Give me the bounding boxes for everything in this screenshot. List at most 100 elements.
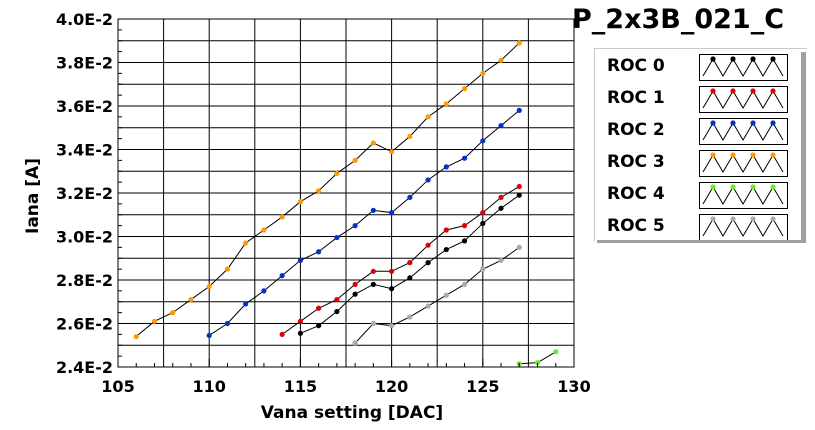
x-tick-labels: 105 110 115 120 125 130 (101, 377, 590, 396)
data-point (297, 318, 303, 324)
data-point (316, 323, 322, 329)
data-point (370, 320, 376, 327)
legend-swatch-marker (770, 88, 776, 94)
legend-swatch-line (702, 90, 784, 109)
data-point (498, 122, 504, 129)
data-point (389, 149, 395, 155)
data-point (370, 268, 376, 274)
data-point (516, 183, 522, 190)
series-roc-3 (133, 40, 522, 340)
data-point (261, 227, 267, 233)
legend-swatch (699, 54, 788, 81)
data-point (461, 238, 468, 244)
legend-label: ROC 4 (607, 184, 665, 204)
series-roc-2 (206, 107, 522, 339)
legend-swatch-marker (710, 152, 716, 158)
data-point (407, 260, 413, 266)
data-point (297, 257, 303, 264)
data-point (407, 133, 413, 140)
y-tick-label: 2.8E-2 (56, 271, 113, 290)
legend-label: ROC 3 (607, 152, 665, 172)
legend-swatch-marker (770, 216, 776, 222)
series-line (135, 42, 520, 337)
data-point (425, 177, 431, 183)
legend-swatch-marker (730, 152, 736, 158)
data-point (370, 207, 376, 213)
legend-swatch-marker (770, 152, 776, 158)
legend-entry: ROC 1 (595, 83, 800, 113)
legend-entry: ROC 0 (595, 51, 800, 81)
legend-swatch-marker (710, 88, 716, 94)
data-point (516, 244, 522, 250)
legend-label: ROC 5 (607, 216, 665, 236)
data-point (133, 333, 139, 340)
data-point (334, 308, 340, 315)
data-point (516, 40, 522, 46)
data-point (389, 268, 395, 274)
data-point (352, 291, 358, 297)
data-point (334, 170, 340, 177)
data-point (261, 288, 267, 294)
x-tick-label: 115 (284, 377, 317, 396)
legend-swatch-marker (730, 56, 736, 62)
legend-swatch-line (702, 154, 784, 173)
data-point (480, 70, 486, 76)
legend-label: ROC 2 (607, 120, 665, 140)
legend-swatch-marker (770, 56, 776, 62)
tick-marks (117, 18, 575, 368)
data-point (188, 296, 194, 303)
data-point (443, 246, 449, 253)
data-point (498, 205, 504, 211)
legend-swatch-marker (750, 56, 756, 62)
series-line (281, 186, 520, 335)
data-point (480, 209, 486, 216)
series-line (208, 109, 520, 336)
data-point (480, 266, 486, 272)
y-tick-label: 3.2E-2 (56, 184, 113, 203)
series-roc-0 (297, 192, 522, 336)
legend-swatch (699, 214, 788, 241)
data-point (461, 281, 468, 287)
y-tick-labels: 2.4E-2 2.6E-2 2.8E-2 3.0E-2 3.2E-2 3.4E-2 3.6E… (56, 10, 113, 377)
data-point (389, 323, 395, 329)
data-point (480, 138, 486, 144)
data-point (480, 220, 486, 227)
data-point (170, 310, 176, 316)
y-tick-label: 3.6E-2 (56, 97, 113, 116)
data-point (516, 107, 522, 113)
data-point (425, 114, 431, 120)
y-tick-label: 3.0E-2 (56, 228, 113, 247)
data-point (443, 227, 449, 233)
legend-swatch-marker (710, 56, 716, 62)
legend: ROC 0 ROC 1 ROC 2 ROC 3 ROC 4 ROC 5 (594, 48, 807, 241)
data-point (316, 305, 322, 311)
data-point (151, 318, 158, 324)
y-tick-label: 3.8E-2 (56, 54, 113, 73)
data-point (334, 296, 340, 303)
y-axis-title: Iana [A] (23, 158, 43, 234)
data-point (553, 349, 559, 355)
data-point (279, 331, 285, 337)
legend-swatch-line (702, 58, 784, 77)
data-point (297, 330, 303, 336)
legend-swatch (699, 182, 788, 209)
legend-swatch-marker (730, 88, 736, 94)
legend-entry: ROC 5 (595, 211, 800, 241)
legend-swatch (699, 150, 788, 177)
data-point (224, 320, 231, 327)
legend-swatch-marker (710, 184, 716, 190)
data-point (425, 242, 431, 248)
data-point (352, 223, 358, 229)
legend-swatch-marker (750, 88, 756, 94)
series-layer (133, 40, 559, 367)
legend-entry: ROC 4 (595, 179, 800, 209)
data-point (352, 281, 358, 287)
legend-shadow-right (801, 52, 806, 240)
data-point (498, 257, 504, 264)
legend-label: ROC 0 (607, 56, 665, 76)
legend-swatch-marker (750, 184, 756, 190)
data-point (461, 155, 468, 161)
data-point (316, 249, 322, 255)
data-point (534, 360, 541, 366)
legend-swatch-marker (750, 120, 756, 126)
